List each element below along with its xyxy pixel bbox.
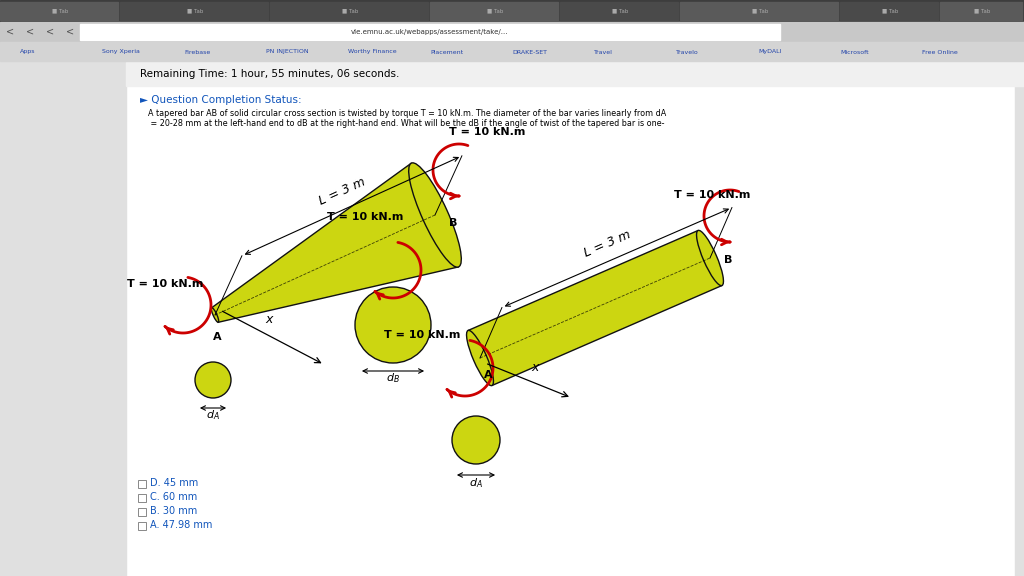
Bar [940,2,1022,20]
Bar [126,62,1024,86]
Text: T = 10 kN.m: T = 10 kN.m [127,279,204,289]
Bar [138,494,146,502]
Bar [138,480,146,488]
Bar [680,2,838,20]
Bar [126,62,1024,576]
Text: Free Online: Free Online [922,50,957,55]
Text: B: B [449,218,457,228]
Text: D. 45 mm: D. 45 mm [150,478,199,488]
Text: DRAKE-SET: DRAKE-SET [512,50,547,55]
Bar [0,22,1024,42]
Text: T = 10 kN.m: T = 10 kN.m [384,330,460,340]
Text: ■ Tab: ■ Tab [611,9,628,13]
Bar [0,2,118,20]
Text: A. 47.98 mm: A. 47.98 mm [150,520,212,530]
Text: Worthy Finance: Worthy Finance [348,50,396,55]
Bar [0,42,1024,61]
Ellipse shape [467,331,494,386]
Ellipse shape [696,230,724,286]
Polygon shape [212,163,459,323]
Text: $d_A$: $d_A$ [206,408,220,422]
Bar [126,62,1024,576]
Bar [1015,62,1024,576]
Text: L = 3 m: L = 3 m [316,176,368,208]
Text: Placement: Placement [430,50,463,55]
Text: <: < [66,27,74,37]
Text: $d_B$: $d_B$ [386,371,400,385]
Text: ► Question Completion Status:: ► Question Completion Status: [140,95,302,105]
Text: L = 3 m: L = 3 m [582,228,632,259]
Circle shape [452,416,500,464]
Polygon shape [468,230,722,385]
Text: <: < [26,27,34,37]
Bar [270,2,428,20]
Circle shape [355,287,431,363]
Ellipse shape [409,163,462,267]
Text: Remaining Time: 1 hour, 55 minutes, 06 seconds.: Remaining Time: 1 hour, 55 minutes, 06 s… [140,69,399,79]
Ellipse shape [211,308,219,323]
Text: ■ Tab: ■ Tab [342,9,358,13]
Text: ■ Tab: ■ Tab [882,9,898,13]
Text: C. 60 mm: C. 60 mm [150,492,198,502]
Text: $d_A$: $d_A$ [469,476,483,490]
Bar [80,24,780,40]
Text: T = 10 kN.m: T = 10 kN.m [449,127,525,137]
Text: A: A [213,332,221,342]
Text: Apps: Apps [20,50,36,55]
Text: vle.emnu.ac.uk/webapps/assessment/take/...: vle.emnu.ac.uk/webapps/assessment/take/.… [351,29,509,35]
Text: B. 30 mm: B. 30 mm [150,506,198,516]
Text: Firebase: Firebase [184,50,210,55]
Text: ■ Tab: ■ Tab [974,9,990,13]
Text: B: B [724,255,732,265]
Text: <: < [6,27,14,37]
Circle shape [195,362,231,398]
Text: Travelo: Travelo [676,50,698,55]
Bar [430,2,558,20]
Text: ■ Tab: ■ Tab [52,9,69,13]
Bar [840,2,938,20]
Text: A: A [483,370,493,380]
Text: T = 10 kN.m: T = 10 kN.m [674,190,750,200]
Text: A tapered bar AB of solid circular cross section is twisted by torque T = 10 kN.: A tapered bar AB of solid circular cross… [148,108,667,118]
Bar [560,2,678,20]
Bar [138,508,146,516]
Text: = 20-28 mm at the left-hand end to dB at the right-hand end. What will be the dB: = 20-28 mm at the left-hand end to dB at… [148,119,665,127]
Bar [0,0,1024,22]
Text: x: x [531,361,539,374]
Text: x: x [265,313,272,326]
Text: T = 10 kN.m: T = 10 kN.m [327,212,403,222]
Bar [138,522,146,530]
Text: Microsoft: Microsoft [840,50,868,55]
Text: Travel: Travel [594,50,613,55]
Bar [120,2,268,20]
Bar [0,62,126,576]
Text: <: < [46,27,54,37]
Text: PN INJECTION: PN INJECTION [266,50,308,55]
Text: Sony Xperia: Sony Xperia [102,50,140,55]
Text: ■ Tab: ■ Tab [486,9,503,13]
Text: MyDALI: MyDALI [758,50,781,55]
Text: ■ Tab: ■ Tab [752,9,768,13]
Text: ■ Tab: ■ Tab [186,9,203,13]
